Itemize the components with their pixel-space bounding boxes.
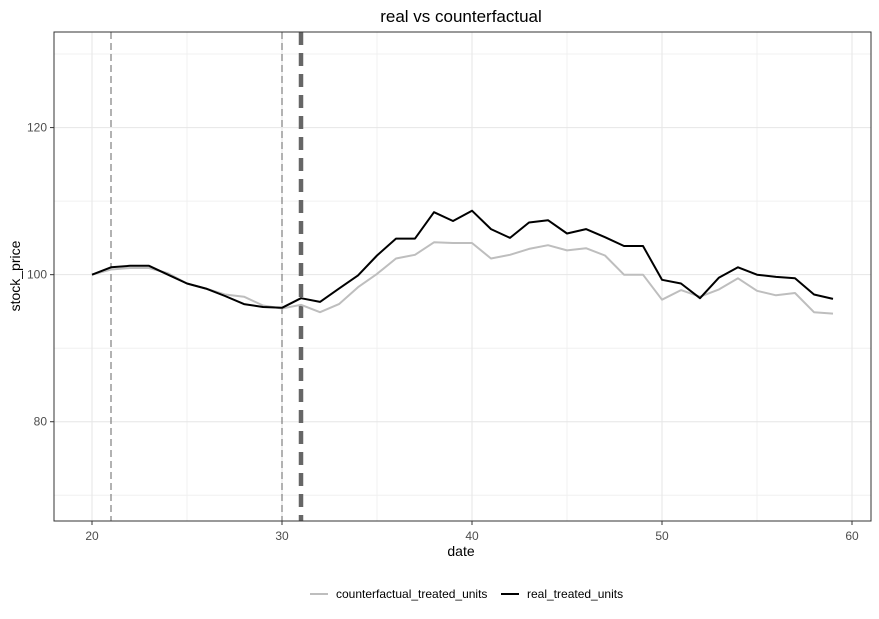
x-tick-label: 30 bbox=[275, 529, 289, 543]
legend-label-0: counterfactual_treated_units bbox=[336, 587, 487, 601]
x-tick-label: 60 bbox=[845, 529, 859, 543]
panel-border bbox=[53, 31, 872, 522]
y-axis-title: stock_price bbox=[7, 240, 23, 311]
series-line-1 bbox=[91, 209, 834, 309]
legend-label-1: real_treated_units bbox=[527, 587, 623, 601]
y-tick-label: 80 bbox=[34, 415, 48, 429]
y-tick-label: 120 bbox=[27, 121, 47, 135]
x-tick-label: 40 bbox=[465, 529, 479, 543]
plot-area: 20 30 40 50 60 80 100 120 bbox=[27, 31, 872, 543]
series-line-0 bbox=[91, 241, 834, 315]
x-tick-label: 50 bbox=[655, 529, 669, 543]
x-tick-label: 20 bbox=[85, 529, 99, 543]
chart-title: real vs counterfactual bbox=[380, 7, 542, 26]
x-axis-title: date bbox=[447, 543, 474, 559]
legend: counterfactual_treated_units real_treated… bbox=[310, 587, 623, 601]
y-tick-label: 100 bbox=[27, 268, 47, 282]
